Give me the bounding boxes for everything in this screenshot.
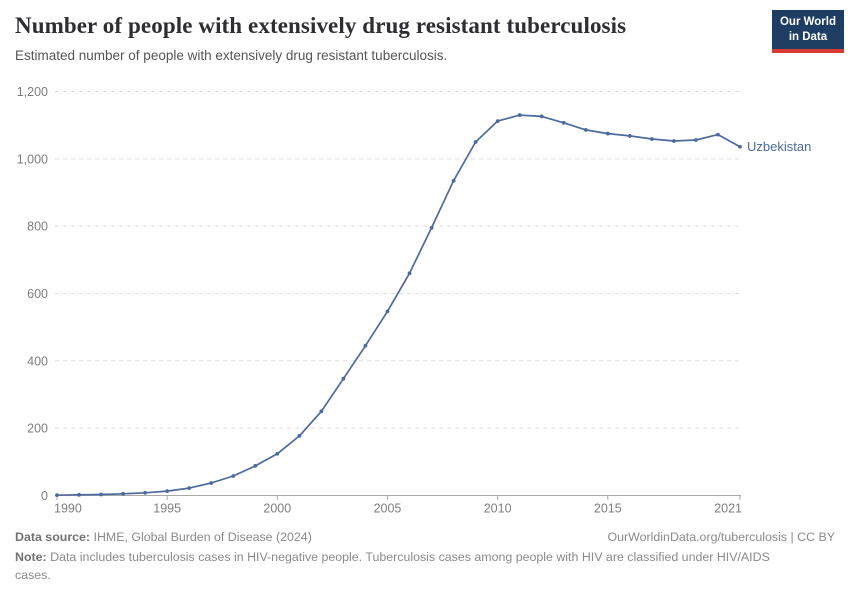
y-tick-label: 600 [27, 287, 48, 301]
series-end-label[interactable]: Uzbekistan [747, 139, 811, 154]
attribution-link: OurWorldinData.org/tuberculosis | CC BY [607, 530, 835, 544]
owid-logo-line2: in Data [788, 30, 828, 43]
data-point[interactable] [429, 225, 434, 230]
data-point[interactable] [473, 140, 478, 144]
data-point[interactable] [539, 114, 544, 119]
y-tick-label: 0 [41, 489, 48, 503]
data-point[interactable] [253, 463, 258, 468]
data-point[interactable] [275, 451, 280, 456]
data-point[interactable] [165, 489, 170, 494]
data-point[interactable] [716, 132, 720, 137]
note-label: Note: [15, 549, 47, 564]
data-point[interactable] [297, 434, 302, 438]
data-source-label: Data source: [15, 530, 91, 544]
y-tick-label: 1,200 [17, 85, 48, 99]
y-tick-label: 400 [27, 354, 48, 368]
note-text: Data includes tuberculosis cases in HIV-… [15, 549, 770, 582]
owid-logo[interactable]: Our World in Data [771, 10, 844, 53]
data-point[interactable] [694, 138, 698, 142]
data-point[interactable] [495, 119, 500, 124]
data-point[interactable] [583, 127, 588, 132]
y-tick-label: 1,000 [17, 152, 48, 166]
data-point[interactable] [187, 486, 192, 490]
x-tick-label: 2021 [714, 502, 742, 516]
y-tick-label: 800 [27, 220, 48, 234]
data-point[interactable] [517, 113, 522, 117]
data-point[interactable] [451, 178, 456, 183]
data-point[interactable] [407, 271, 412, 276]
data-point[interactable] [319, 409, 324, 414]
x-tick-label: 2015 [594, 502, 622, 516]
data-point[interactable] [385, 309, 390, 314]
chart-header: Number of people with extensively drug r… [15, 12, 765, 64]
x-tick-label: 2005 [374, 502, 402, 516]
y-tick-label: 200 [27, 422, 48, 436]
data-point[interactable] [561, 120, 566, 125]
data-source-text: IHME, Global Burden of Disease (2024) [90, 530, 312, 544]
data-point[interactable] [121, 491, 125, 496]
data-point[interactable] [649, 137, 654, 141]
data-point[interactable] [363, 343, 368, 348]
x-tick-label: 1990 [54, 502, 82, 516]
x-tick-label: 2000 [263, 502, 291, 516]
trend-line-uzbekistan[interactable] [56, 114, 741, 497]
data-point[interactable] [627, 134, 632, 138]
chart-subtitle: Estimated number of people with extensiv… [15, 47, 448, 63]
data-point[interactable] [231, 474, 236, 478]
source-row: Data source: IHME, Global Burden of Dise… [15, 529, 835, 547]
x-tick-label: 2010 [484, 502, 512, 516]
data-point[interactable] [209, 481, 214, 485]
data-point[interactable] [672, 139, 676, 143]
data-point[interactable] [341, 376, 346, 381]
chart-title: Number of people with extensively drug r… [15, 13, 627, 38]
data-point[interactable] [77, 492, 81, 497]
chart-footer: Data source: IHME, Global Burden of Dise… [15, 529, 835, 585]
data-point[interactable] [605, 131, 610, 136]
data-point[interactable] [143, 490, 148, 495]
x-tick-label: 1995 [153, 502, 181, 516]
data-point[interactable] [738, 144, 742, 149]
data-source: Data source: IHME, Global Burden of Dise… [15, 529, 312, 547]
owid-logo-line1: Our World [779, 16, 836, 28]
data-point[interactable] [99, 492, 103, 497]
note: Note: Data includes tuberculosis cases i… [15, 549, 780, 585]
data-point[interactable] [55, 493, 59, 498]
